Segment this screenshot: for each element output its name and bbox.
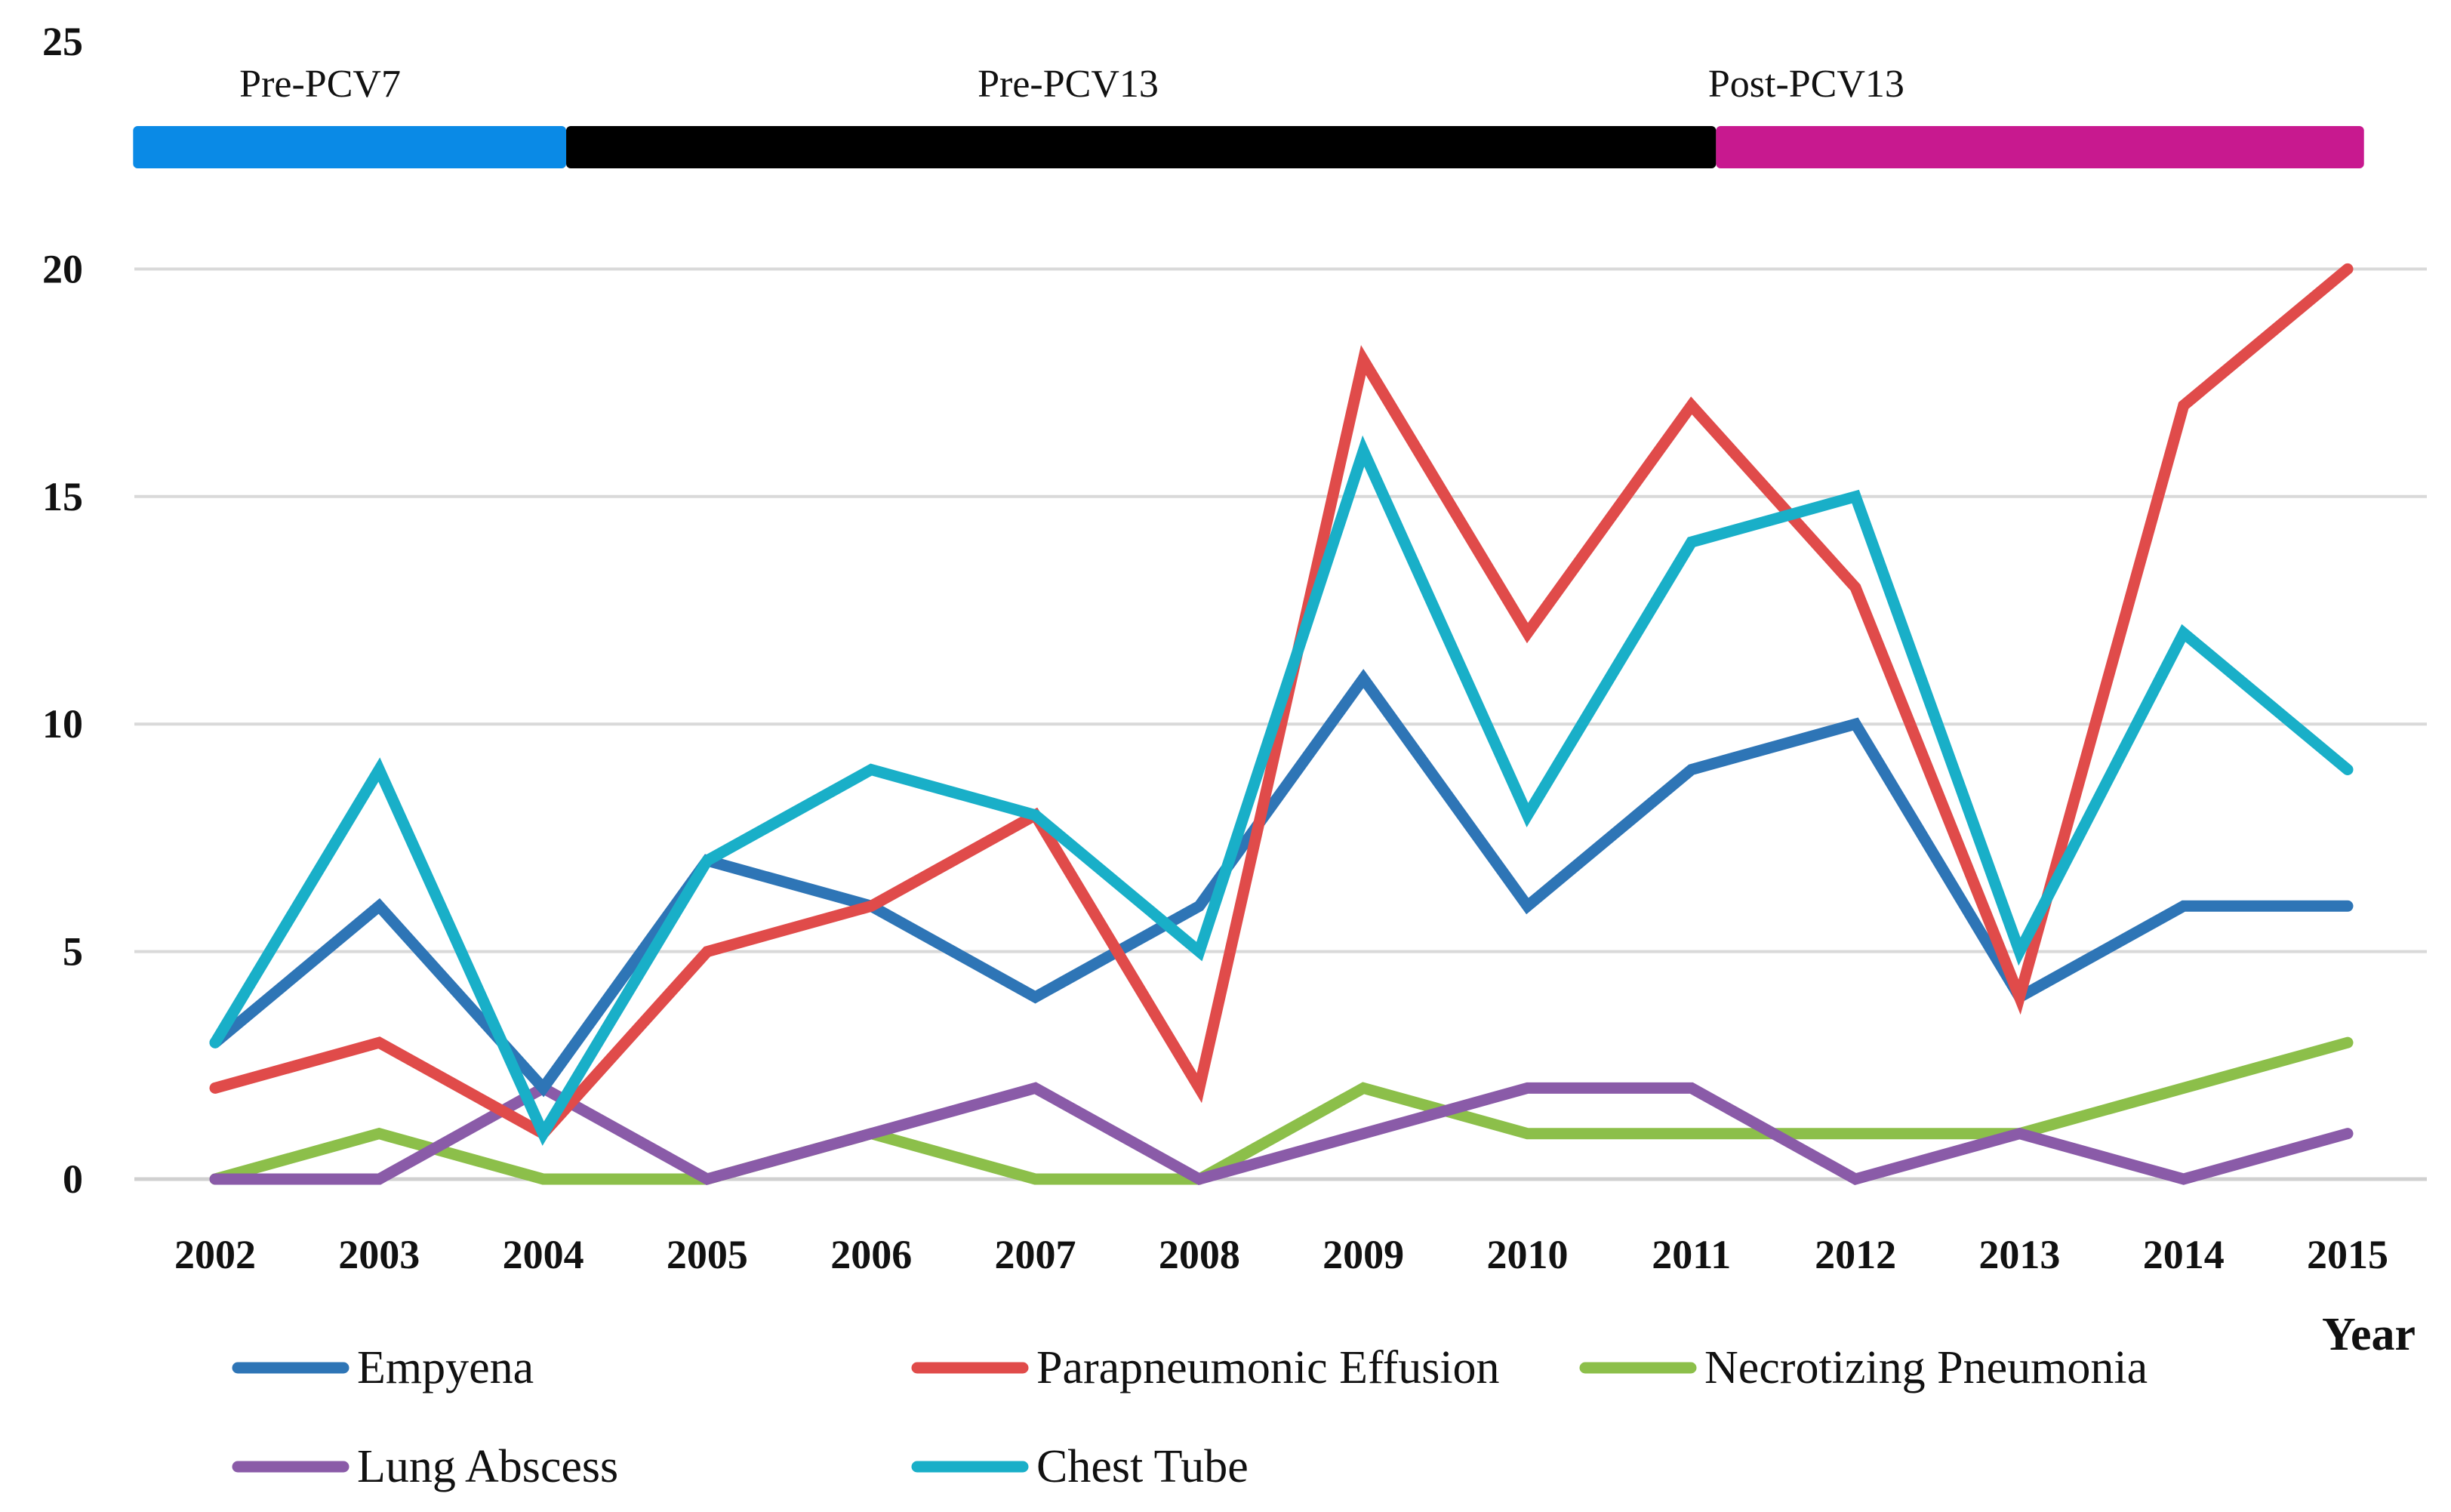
x-tick-label: 2015 <box>2307 1232 2388 1277</box>
period-segment <box>133 126 567 168</box>
y-tick-label: 25 <box>42 19 83 64</box>
legend-label: Necrotizing Pneumonia <box>1704 1342 2148 1393</box>
x-tick-label: 2002 <box>174 1232 256 1277</box>
y-tick-label: 0 <box>63 1156 83 1202</box>
series-lines <box>209 263 2354 1186</box>
series-line <box>209 263 2354 1141</box>
vaccine-period-bar: Pre-PCV7 Pre-PCV13 Post-PCV13 <box>133 63 2364 168</box>
x-tick-label: 2006 <box>830 1232 912 1277</box>
x-tick-label: 2003 <box>338 1232 420 1277</box>
legend-label: Lung Abscess <box>357 1441 618 1492</box>
y-tick-label: 5 <box>63 929 83 975</box>
period-label: Pre-PCV13 <box>978 63 1159 106</box>
legend-label: Chest Tube <box>1036 1441 1249 1492</box>
y-tick-label: 15 <box>42 474 83 519</box>
y-tick-label: 20 <box>42 246 83 291</box>
x-axis-label: Year <box>2322 1309 2416 1360</box>
period-segment <box>566 126 1717 168</box>
x-tick-label: 2004 <box>503 1232 584 1277</box>
y-tick-label: 10 <box>42 701 83 747</box>
x-tick-label: 2008 <box>1159 1232 1240 1277</box>
period-label: Post-PCV13 <box>1708 63 1904 106</box>
x-tick-label: 2012 <box>1815 1232 1896 1277</box>
x-tick-label: 2005 <box>667 1232 748 1277</box>
x-axis-ticks: 2002 2003 2004 2005 2006 2007 2008 2009 2010 2011… <box>174 1232 2388 1277</box>
series-line <box>209 1036 2354 1185</box>
x-tick-label: 2011 <box>1652 1232 1731 1277</box>
series-line <box>209 669 2354 1098</box>
series-line <box>209 435 2354 1146</box>
period-segment <box>1716 126 2364 168</box>
x-tick-label: 2009 <box>1322 1232 1404 1277</box>
x-tick-label: 2013 <box>1978 1232 2060 1277</box>
legend: Empyena Parapneumonic Effusion Necrotizing… <box>232 1342 2148 1492</box>
x-tick-label: 2007 <box>995 1232 1076 1277</box>
x-tick-label: 2010 <box>1486 1232 1568 1277</box>
period-label: Pre-PCV7 <box>239 63 401 106</box>
gridlines <box>134 267 2427 953</box>
legend-label: Empyena <box>357 1342 534 1393</box>
y-axis-ticks: 0 5 10 15 20 25 <box>42 19 83 1202</box>
x-tick-label: 2014 <box>2143 1232 2225 1277</box>
legend-label: Parapneumonic Effusion <box>1036 1342 1500 1393</box>
